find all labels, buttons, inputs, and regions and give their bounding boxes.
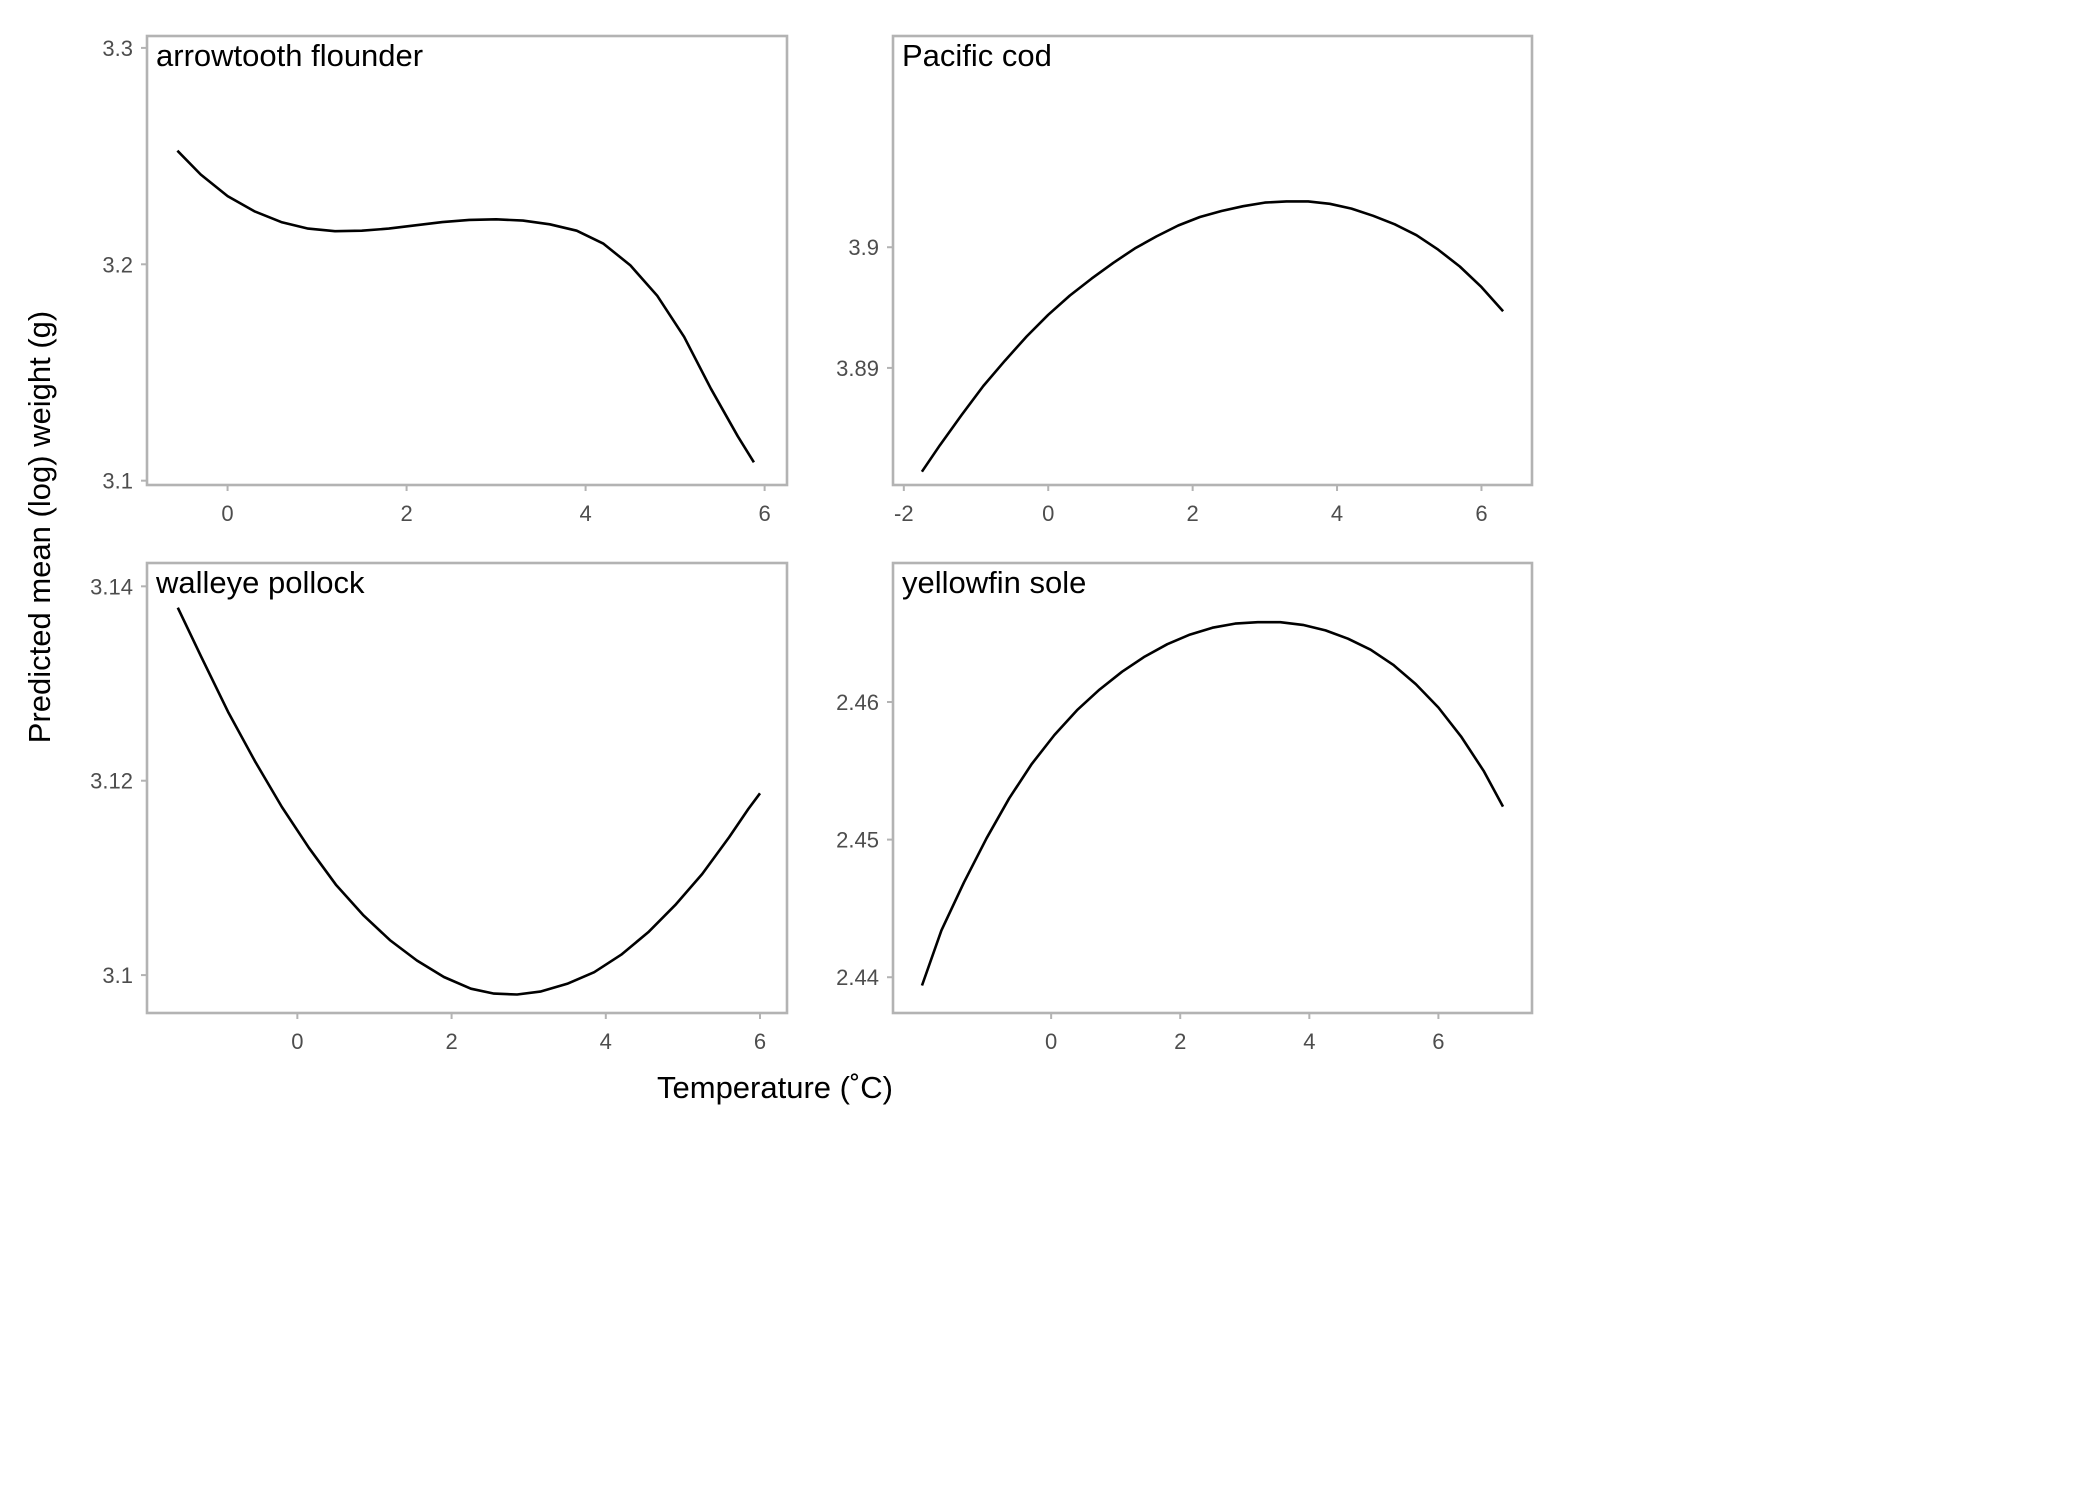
chart-panels: arrowtooth flounder 0 2 4 6 3.1 3.2 3.3 Pacific … bbox=[90, 34, 1534, 1054]
x-tick-label: 2 bbox=[1187, 501, 1199, 526]
x-tick-label: 4 bbox=[600, 1029, 612, 1054]
x-tick-label: 2 bbox=[1174, 1029, 1186, 1054]
y-tick-label: 2.45 bbox=[836, 828, 879, 853]
panel-pacific-cod: Pacific cod -2 0 2 4 6 3.89 3.9 bbox=[836, 34, 1534, 526]
y-tick-label: 3.89 bbox=[836, 356, 879, 381]
x-tick-label: 4 bbox=[1303, 1029, 1315, 1054]
series-line-walleye-pollock bbox=[176, 607, 762, 996]
panel-title: Pacific cod bbox=[902, 38, 1052, 73]
x-axis-title: Temperature (˚C) bbox=[657, 1070, 893, 1105]
x-tick-label: 0 bbox=[1045, 1029, 1057, 1054]
panel-title: arrowtooth flounder bbox=[156, 38, 423, 73]
series-line-pacific-cod bbox=[920, 200, 1505, 473]
y-tick-label: 3.2 bbox=[102, 252, 133, 277]
panel-frame bbox=[145, 561, 789, 1015]
x-tick-label: 6 bbox=[754, 1029, 766, 1054]
y-axis-title: Predicted mean (log) weight (g) bbox=[22, 311, 57, 743]
x-tick-label: 0 bbox=[1042, 501, 1054, 526]
y-tick-label: 3.14 bbox=[90, 574, 133, 599]
panel-walleye-pollock: walleye pollock 0 2 4 6 3.1 3.12 3.14 bbox=[90, 561, 789, 1054]
faceted-line-chart: arrowtooth flounder 0 2 4 6 3.1 3.2 3.3 Pacific … bbox=[22, 34, 1534, 1105]
x-tick-label: 4 bbox=[1331, 501, 1343, 526]
panel-yellowfin-sole: yellowfin sole 0 2 4 6 2.44 2.45 2.46 bbox=[836, 561, 1534, 1054]
y-tick-label: 2.46 bbox=[836, 690, 879, 715]
panel-frame bbox=[891, 34, 1534, 487]
series-line-yellowfin-sole bbox=[920, 620, 1505, 986]
y-tick-label: 3.9 bbox=[848, 235, 879, 260]
panel-frame bbox=[891, 561, 1534, 1015]
x-tick-label: 2 bbox=[400, 501, 412, 526]
x-tick-label: 0 bbox=[291, 1029, 303, 1054]
y-tick-label: 3.1 bbox=[102, 963, 133, 988]
panel-arrowtooth-flounder: arrowtooth flounder 0 2 4 6 3.1 3.2 3.3 bbox=[102, 34, 789, 526]
y-tick-label: 2.44 bbox=[836, 965, 879, 990]
x-tick-label: 6 bbox=[758, 501, 770, 526]
y-tick-label: 3.12 bbox=[90, 769, 133, 794]
panel-title: yellowfin sole bbox=[902, 565, 1086, 600]
y-tick-label: 3.1 bbox=[102, 469, 133, 494]
x-tick-label: 4 bbox=[579, 501, 591, 526]
x-tick-label: 0 bbox=[221, 501, 233, 526]
x-tick-label: -2 bbox=[894, 501, 914, 526]
x-tick-label: 2 bbox=[445, 1029, 457, 1054]
x-tick-label: 6 bbox=[1432, 1029, 1444, 1054]
x-tick-label: 6 bbox=[1475, 501, 1487, 526]
y-tick-label: 3.3 bbox=[102, 36, 133, 61]
panel-title: walleye pollock bbox=[155, 565, 365, 600]
series-line-arrowtooth-flounder bbox=[176, 149, 756, 463]
panel-frame bbox=[145, 34, 789, 487]
